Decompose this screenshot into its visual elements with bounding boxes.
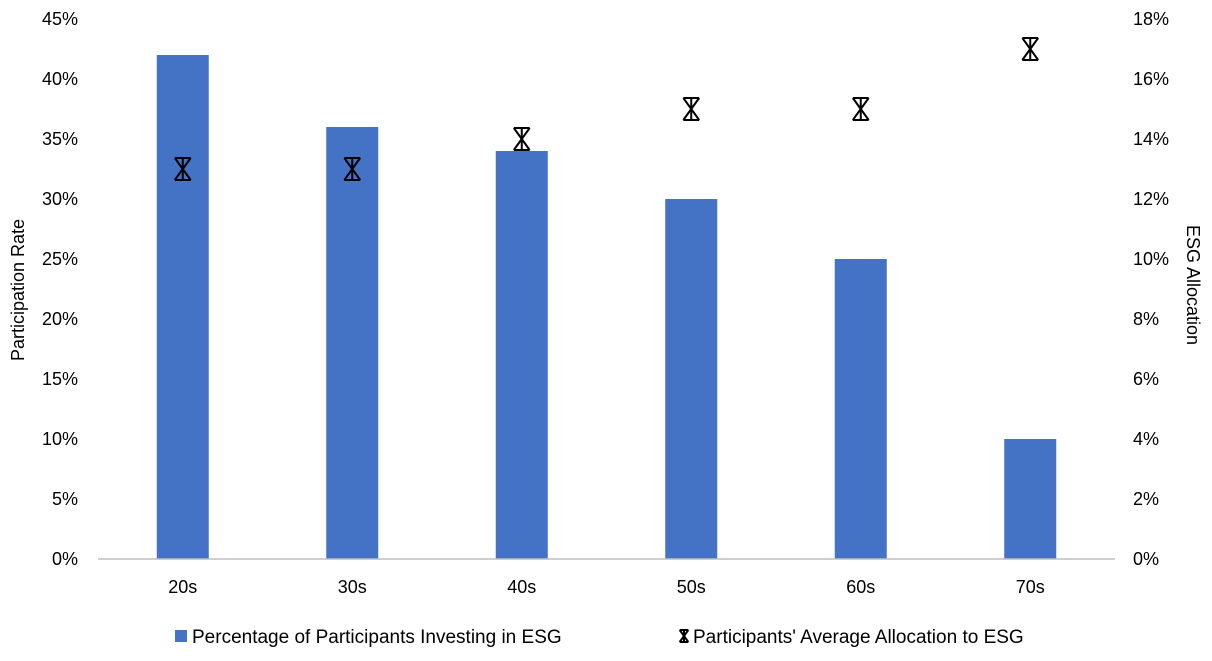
right-axis-tick-label: 10% [1133,249,1169,269]
left-axis-tick-label: 0% [52,549,78,569]
legend-marker-label: Participants' Average Allocation to ESG [693,627,1024,648]
x-axis-tick-label: 70s [1016,577,1045,597]
right-axis-tick-label: 8% [1133,309,1159,329]
data-marker [852,97,870,121]
left-axis-title: Participation Rate [8,219,28,361]
legend-bar-swatch [175,630,187,642]
legend-marker-swatch [678,629,690,643]
right-axis-tick-label: 12% [1133,189,1169,209]
right-axis-tick-label: 0% [1133,549,1159,569]
left-axis-tick-label: 30% [42,189,78,209]
marker-series [174,37,1039,181]
bar [834,259,887,559]
x-axis-tick-label: 50s [677,577,706,597]
right-axis-tick-label: 14% [1133,129,1169,149]
x-axis-tick-label: 40s [507,577,536,597]
bar [156,55,209,559]
left-axis-tick-label: 10% [42,429,78,449]
legend-asterisk-icon [678,629,690,643]
right-axis-tick-label: 4% [1133,429,1159,449]
left-axis-tick-label: 5% [52,489,78,509]
right-axis-title: ESG Allocation [1183,225,1203,345]
bar [326,127,379,559]
bar [495,151,548,559]
data-marker [343,157,361,181]
right-axis-tick-label: 16% [1133,69,1169,89]
bar-series [156,55,1057,559]
x-axis-tick-label: 20s [168,577,197,597]
legend: Percentage of Participants Investing in … [175,627,1024,648]
left-axis-tick-label: 15% [42,369,78,389]
bar [1004,439,1057,559]
legend-bar-label: Percentage of Participants Investing in … [192,627,562,648]
left-axis-tick-label: 40% [42,69,78,89]
data-marker [1021,37,1039,61]
bar [665,199,718,559]
data-marker [513,127,531,151]
right-axis-tick-label: 6% [1133,369,1159,389]
x-axis-tick-label: 30s [338,577,367,597]
data-marker [174,157,192,181]
right-axis-tick-label: 18% [1133,9,1169,29]
left-axis-tick-label: 25% [42,249,78,269]
x-axis-tick-label: 60s [846,577,875,597]
left-axis-tick-label: 45% [42,9,78,29]
right-axis-tick-label: 2% [1133,489,1159,509]
data-marker [682,97,700,121]
left-axis-tick-label: 20% [42,309,78,329]
left-axis-tick-label: 35% [42,129,78,149]
right-axis-ticks: 0% 2% 4% 6% 8% 10% 12% 14% 16% 18% [1133,9,1169,569]
x-axis-tick-labels: 20s 30s 40s 50s 60s 70s [168,577,1045,597]
left-axis-ticks: 0% 5% 10% 15% 20% 25% 30% 35% 40% 45% [42,9,78,569]
